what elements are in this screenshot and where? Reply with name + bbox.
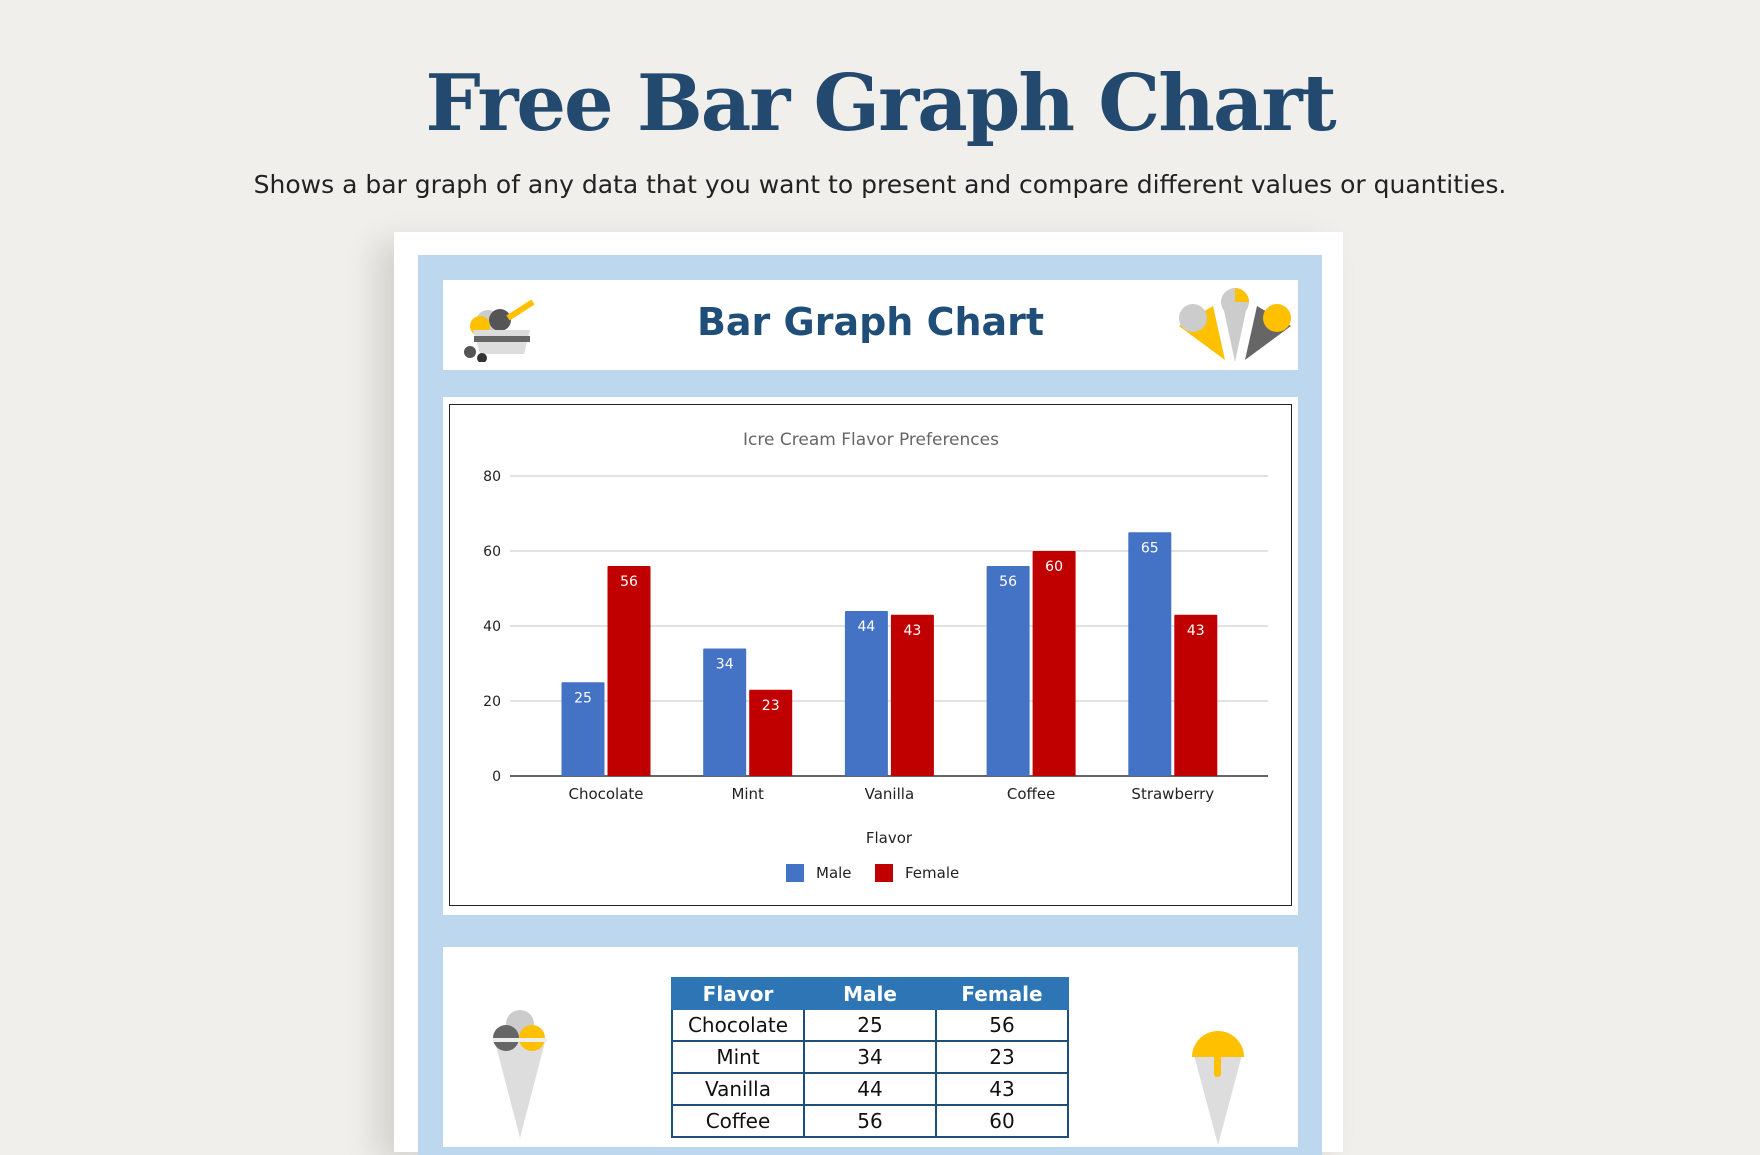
- data-label: 25: [574, 690, 592, 706]
- ice-cream-cone-right-icon: [1192, 1031, 1244, 1145]
- table-header-male: Male: [803, 977, 937, 1010]
- bar-male: [561, 682, 605, 776]
- ice-cream-cone-left-icon: [493, 1010, 547, 1138]
- page-title: Free Bar Graph Chart: [425, 58, 1336, 149]
- table-row: Vanilla 44 43: [671, 1072, 1069, 1106]
- data-label: 43: [903, 623, 921, 639]
- x-tick-label: Vanilla: [865, 785, 915, 803]
- bar-female: [749, 689, 793, 776]
- x-tick-label: Coffee: [1007, 785, 1055, 803]
- bar-male: [844, 611, 888, 776]
- data-label: 23: [762, 698, 780, 714]
- x-tick-label: Strawberry: [1131, 785, 1214, 803]
- chart-border: [449, 404, 1292, 906]
- cell: 34: [803, 1040, 937, 1074]
- data-label: 34: [716, 657, 734, 673]
- y-tick-label: 80: [483, 469, 501, 485]
- bar-male: [986, 566, 1030, 776]
- data-table: Flavor Male Female Chocolate 25 56 Mint 34 2…: [671, 977, 1069, 1138]
- cell: 56: [935, 1008, 1069, 1042]
- table-header-female: Female: [935, 977, 1069, 1010]
- bar-male: [1128, 532, 1172, 776]
- ice-cream-cones-icon: [1179, 288, 1291, 362]
- data-label: 56: [999, 574, 1017, 590]
- chart-title: Icre Cream Flavor Preferences: [743, 430, 999, 450]
- table-row: Chocolate 25 56: [671, 1008, 1069, 1042]
- header-box: [443, 280, 1298, 370]
- cell: 56: [803, 1104, 937, 1138]
- x-tick-label: Mint: [731, 785, 764, 803]
- data-label: 44: [857, 619, 875, 635]
- cell: 43: [935, 1072, 1069, 1106]
- cell: Vanilla: [671, 1072, 805, 1106]
- x-axis-label: Flavor: [866, 829, 913, 847]
- table-row: Coffee 56 60: [671, 1104, 1069, 1138]
- y-tick-label: 20: [483, 694, 501, 710]
- bar-female: [607, 566, 651, 776]
- cell: 25: [803, 1008, 937, 1042]
- cell: Mint: [671, 1040, 805, 1074]
- legend-label-male: Male: [816, 864, 852, 882]
- legend-swatch-male: [786, 864, 804, 882]
- cell: 60: [935, 1104, 1069, 1138]
- x-tick-label: Chocolate: [568, 785, 643, 803]
- ice-cream-bowl-icon: [464, 299, 535, 362]
- bar-male: [703, 648, 747, 776]
- cell: 44: [803, 1072, 937, 1106]
- bar-female: [1032, 551, 1076, 776]
- data-label: 65: [1141, 540, 1159, 556]
- bar-female: [890, 614, 934, 776]
- data-label: 60: [1045, 559, 1063, 575]
- cell: Coffee: [671, 1104, 805, 1138]
- table-header-flavor: Flavor: [671, 977, 805, 1010]
- document-title: Bar Graph Chart: [696, 300, 1045, 344]
- cell: Chocolate: [671, 1008, 805, 1042]
- page-subtitle: Shows a bar graph of any data that you w…: [253, 170, 1507, 199]
- y-tick-label: 40: [483, 619, 501, 635]
- y-tick-label: 60: [483, 544, 501, 560]
- y-tick-label: 0: [492, 769, 501, 785]
- table-row: Mint 34 23: [671, 1040, 1069, 1074]
- cell: 23: [935, 1040, 1069, 1074]
- bar-female: [1174, 614, 1218, 776]
- legend-label-female: Female: [905, 864, 959, 882]
- data-label: 43: [1187, 623, 1205, 639]
- data-label: 56: [620, 574, 638, 590]
- legend-swatch-female: [875, 864, 893, 882]
